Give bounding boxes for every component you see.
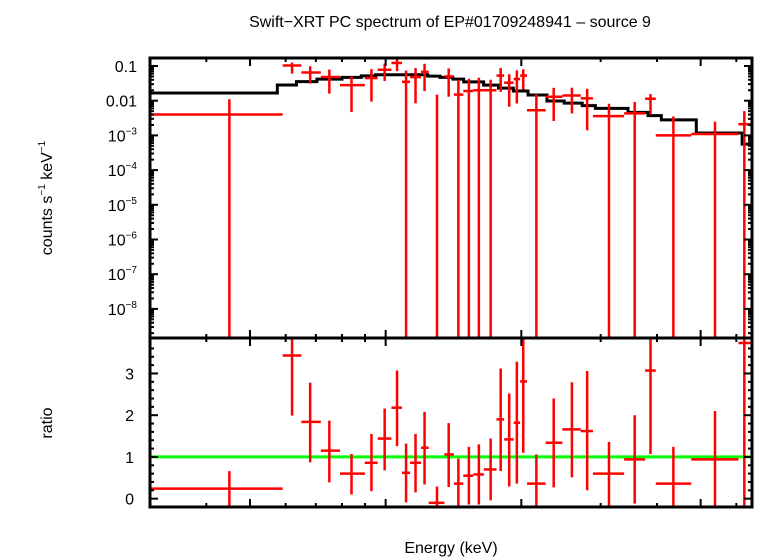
y-tick-base: 10 (108, 198, 126, 215)
spectrum-data-point (527, 94, 546, 338)
y-tick-base: 10 (108, 302, 126, 319)
y-tick-base: 10 (108, 163, 126, 180)
ratio-data-point (513, 361, 521, 484)
y-tick-exponent: −7 (126, 265, 138, 276)
ratio-data-point (496, 368, 505, 472)
ratio-data-point (282, 338, 302, 416)
y-tick-label: 10−7 (108, 265, 138, 284)
ratio-data-point (410, 433, 422, 493)
y-label-kev-part: keV (39, 152, 56, 184)
y-label-counts-part: counts s (39, 196, 56, 256)
y-axis-label-counts: counts s−1 keV−1 (37, 140, 56, 255)
ratio-data-point (580, 370, 593, 491)
ratio-data-point (545, 398, 563, 488)
ratio-data-point (738, 338, 752, 507)
spectrum-data-point (453, 79, 464, 338)
ratio-y-tick-label: 0 (125, 492, 134, 509)
spectrum-data-point (301, 66, 321, 84)
y-axis-label-ratio: ratio (39, 407, 56, 438)
spectrum-data-point (655, 116, 692, 338)
ratio-frame (148, 336, 754, 509)
spectrum-data-point (691, 121, 739, 338)
spectrum-data-point (463, 78, 474, 338)
ratio-data-point (150, 471, 283, 507)
ratio-data-point (364, 433, 378, 492)
y-tick-base: 10 (108, 232, 126, 249)
y-tick-exponent: −5 (126, 196, 138, 207)
ratio-data-point (483, 438, 497, 501)
spectrum-frame (148, 56, 754, 340)
y-tick-exponent: −3 (126, 126, 138, 137)
spectrum-data-point (421, 63, 429, 92)
y-label-exp1: −1 (37, 184, 48, 196)
x-axis-label: Energy (keV) (404, 540, 497, 557)
y-tick-label: 10−4 (108, 161, 138, 180)
y-label-exp2: −1 (37, 140, 48, 152)
ratio-data-point (691, 411, 739, 507)
spectrum-data-point (364, 69, 378, 102)
spectrum-data-point (483, 79, 497, 338)
ratio-data-point (377, 408, 392, 471)
spectrum-data-point (444, 68, 454, 97)
spectrum-data-point (520, 69, 528, 90)
ratio-data-point (520, 338, 528, 453)
ratio-data-point (320, 420, 341, 483)
spectrum-data-point (513, 70, 521, 104)
y-tick-label: 10−3 (108, 126, 138, 145)
ratio-data-point (421, 411, 429, 485)
spectrum-data-point (473, 77, 484, 338)
ratio-data-point (391, 370, 402, 447)
ratio-data-point (624, 415, 646, 504)
ratio-y-tick-label: 3 (125, 366, 134, 383)
ratio-data-point (340, 454, 365, 495)
ratio-y-tick-label: 2 (125, 408, 134, 425)
ratio-data-point (301, 382, 321, 463)
spectrum-data-point (391, 58, 402, 72)
y-tick-label: 10−6 (108, 230, 138, 249)
spectrum-data-point (545, 87, 563, 121)
chart-title: Swift−XRT PC spectrum of EP#01709248941 … (249, 14, 651, 31)
y-tick-label: 10−5 (108, 196, 138, 215)
y-tick-exponent: −8 (126, 300, 138, 311)
ratio-data-point (401, 443, 411, 503)
y-tick-exponent: −4 (126, 161, 138, 172)
spectrum-data-point (592, 103, 625, 338)
model-step-line (150, 73, 752, 146)
y-tick-base: 10 (108, 267, 126, 284)
ratio-data-point (463, 446, 474, 505)
y-tick-label: 0.01 (106, 94, 137, 111)
ratio-data-point (562, 382, 581, 478)
ratio-data-point (444, 423, 454, 487)
spectrum-data-point (645, 94, 656, 115)
ratio-data-point (592, 441, 625, 507)
y-tick-exponent: −6 (126, 230, 138, 241)
spectrum-data-point (401, 70, 411, 338)
spectrum-data-point (150, 99, 283, 338)
ratio-data-point (504, 393, 514, 487)
y-tick-base: 10 (108, 128, 126, 145)
ratio-data-point (655, 446, 692, 507)
ratio-data-point (428, 486, 445, 507)
ratio-data-point (645, 338, 656, 455)
spectrum-data-point (340, 76, 365, 113)
y-tick-label: 10−8 (108, 300, 138, 319)
spectrum-data-point (377, 63, 392, 81)
ratio-panel: 0 1 2 3 (125, 330, 754, 509)
spectrum-data-point (624, 101, 646, 338)
spectrum-data-point (580, 88, 593, 131)
y-tick-label: 0.1 (115, 59, 137, 76)
spectrum-data-point (410, 68, 422, 104)
ratio-data-point (453, 458, 464, 507)
spectrum-data-point (562, 87, 581, 114)
ratio-data-point (473, 444, 484, 505)
spectrum-data-point (320, 69, 341, 94)
ratio-y-tick-label: 1 (125, 450, 134, 467)
spectrum-data-point (504, 74, 514, 107)
spectrum-data-point (282, 62, 302, 74)
spectrum-data-point (496, 68, 505, 92)
ratio-data-point (527, 454, 546, 507)
